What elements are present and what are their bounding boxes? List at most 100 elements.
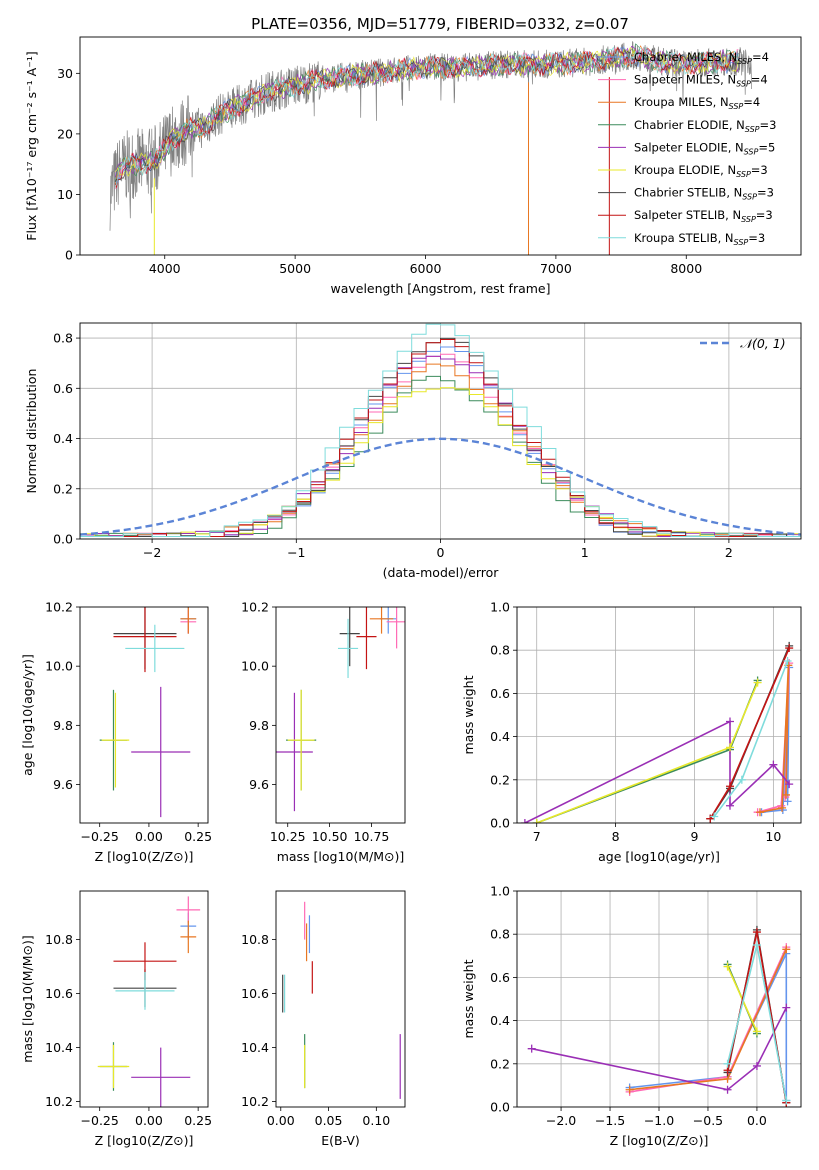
x-tick-label: −1.5 [595,1113,625,1128]
x-axis-label: wavelength [Angstrom, rest frame] [330,281,550,296]
legend-entry: Salpeter STELIB, NSSP=3 [634,208,773,224]
x-tick-label: 0.25 [184,829,212,844]
x-tick-label: 8000 [670,261,702,276]
residual-histogram [80,339,801,537]
weight-point [527,1044,536,1053]
spectrum-model-line [114,46,739,188]
residual-histogram [80,323,801,537]
x-tick-label: −0.25 [81,829,119,844]
chart-age_vs_mass: 10.25 10.50 10.75 9.6 9.8 10.0 10.2 mass [log10… [241,600,406,864]
y-tick-label: 9.8 [249,718,269,733]
weight-point [753,678,762,687]
x-axis-label: Z [log10(Z/Z⊙)] [95,1133,194,1148]
x-axis-label: age [log10(age/yr)] [598,849,720,864]
legend-entry: Salpeter MILES, NSSP=4 [634,73,768,89]
weight-point [726,801,734,810]
spectrum-model-line [114,46,739,187]
y-tick-label: 10.4 [241,1040,269,1055]
plot-area-mass_vs_Z [97,896,201,1107]
y-axis-label: mass weight [461,675,476,754]
weight-point [782,790,791,799]
weight-point [752,1027,761,1036]
y-tick-label: 0.6 [490,686,510,701]
y-tick-label: 0.2 [490,772,510,787]
y-tick-label: 0 [65,248,73,263]
weight-point [782,1096,791,1105]
weight-point [752,928,761,937]
weight-point [782,945,791,954]
y-tick-label: 10.0 [241,659,269,674]
chart-spectrum: 4000 5000 6000 7000 8000 0 10 20 30 wavelength [A… [24,36,802,296]
x-tick-label: 10 [765,829,781,844]
y-axis-label: mass weight [461,959,476,1038]
x-tick-label: 2 [725,545,733,560]
y-tick-label: 10.2 [45,1094,73,1109]
chart-mass_vs_EBV: 0.00 0.05 0.10 10.2 10.4 10.6 10.8 E(B-V) [241,890,406,1148]
legend-entry: 𝒩(0, 1) [740,336,786,351]
residual-histogram [80,355,801,537]
y-axis-label: Flux [fλ10⁻¹⁷ erg cm⁻² s⁻¹ A⁻¹] [24,51,39,240]
axes-frame [79,36,802,256]
normal-curve [80,437,801,536]
weight-point [726,717,734,726]
x-tick-label: 0.00 [267,1113,295,1128]
weight-point [785,780,794,789]
weight-point [785,644,794,653]
weight-point [723,1085,732,1094]
x-tick-label: 0.0 [747,1113,767,1128]
x-tick-label: 5000 [279,261,311,276]
y-axis-label: age [log10(age/yr)] [20,654,35,776]
y-tick-label: 10.2 [45,600,73,615]
y-tick-label: 0.0 [53,532,73,547]
y-axis-label: mass [log10(M/M⊙)] [20,935,35,1063]
y-tick-label: 10.8 [45,932,73,947]
y-tick-label: 1.0 [490,884,510,899]
axes-frame [275,890,406,1108]
x-tick-label: −0.25 [81,1113,119,1128]
weight-point [769,760,778,769]
x-tick-label: −1 [287,545,305,560]
legend-entry: Kroupa MILES, NSSP=4 [634,95,760,111]
y-tick-label: 10.6 [241,986,269,1001]
x-axis-label: Z [log10(Z/Z⊙)] [610,1133,709,1148]
axes-frame [516,890,802,1108]
y-tick-label: 10.6 [45,986,73,1001]
x-tick-label: 7 [533,829,541,844]
y-axis-label: Normed distribution [24,369,39,494]
plot-area-mass_vs_EBV [282,901,401,1099]
y-tick-label: 0.0 [490,816,510,831]
plot-area-weight_vs_age [517,607,801,823]
x-tick-label: 0.10 [362,1113,390,1128]
plot-area-residuals [80,323,801,539]
legend-entry: Chabrier STELIB, NSSP=3 [634,186,774,202]
x-axis-label: (data-model)/error [383,565,500,580]
x-tick-label: 0.00 [135,829,163,844]
weight-series-line [709,645,790,820]
x-tick-label: 4000 [149,261,181,276]
x-axis-label: mass [log10(M/M⊙)] [277,849,405,864]
legend-entry: Chabrier MILES, NSSP=4 [634,50,769,66]
weight-point [726,782,734,791]
figure-title: PLATE=0356, MJD=51779, FIBERID=0332, z=0… [251,15,629,33]
weight-point [726,743,734,752]
y-tick-label: 0.2 [490,1056,510,1071]
y-tick-label: 0.4 [53,431,73,446]
x-tick-label: −1.0 [644,1113,674,1128]
y-tick-label: 10.0 [45,659,73,674]
weight-point [520,819,529,823]
x-tick-label: 0.25 [184,1113,212,1128]
x-tick-label: 10.50 [312,829,348,844]
x-tick-label: 8 [612,829,620,844]
plot-area-age_vs_mass [276,607,405,812]
x-tick-label: 1 [581,545,589,560]
plot-area-age_vs_Z [99,607,197,818]
chart-weight_vs_age: 7 8 9 10 0.0 0.2 0.4 0.6 0.8 1.0 age [log10(age/yr… [461,600,802,864]
chart-mass_vs_Z: −0.25 0.00 0.25 10.2 10.4 10.6 10.8 Z [log10(Z/… [20,890,212,1148]
x-tick-label: 0.00 [135,1113,163,1128]
x-tick-label: −0.5 [693,1113,723,1128]
weight-series-line [531,1007,788,1091]
axes-frame [79,606,209,824]
y-tick-label: 0.4 [490,1013,510,1028]
y-tick-label: 10.2 [241,600,269,615]
